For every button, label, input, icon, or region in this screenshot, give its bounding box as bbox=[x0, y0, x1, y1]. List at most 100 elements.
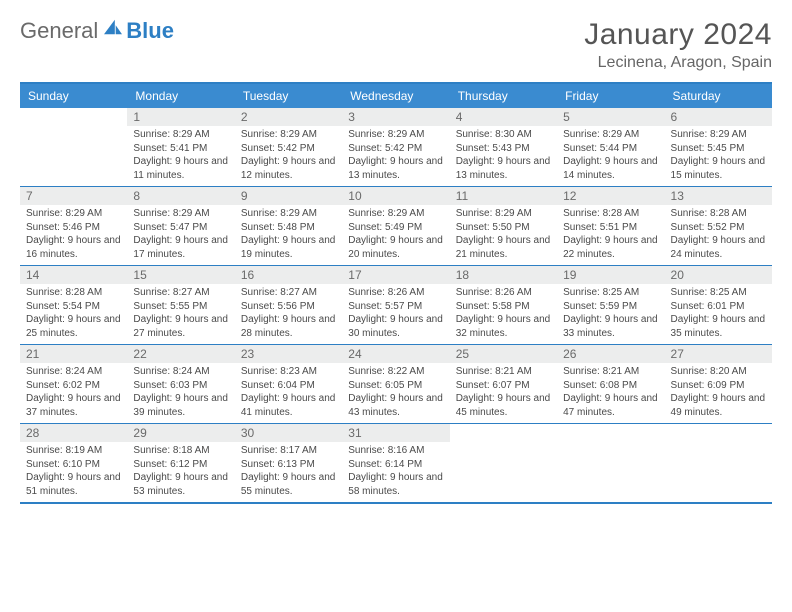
day-number: 24 bbox=[342, 345, 449, 363]
daylight-text: Daylight: 9 hours and 33 minutes. bbox=[563, 313, 658, 340]
day-body: Sunrise: 8:25 AMSunset: 5:59 PMDaylight:… bbox=[557, 284, 664, 344]
sunrise-text: Sunrise: 8:29 AM bbox=[348, 128, 443, 142]
sunrise-text: Sunrise: 8:24 AM bbox=[133, 365, 228, 379]
day-number: 25 bbox=[450, 345, 557, 363]
day-number: 10 bbox=[342, 187, 449, 205]
day-number: 29 bbox=[127, 424, 234, 442]
calendar-cell: 13Sunrise: 8:28 AMSunset: 5:52 PMDayligh… bbox=[665, 187, 772, 265]
sunrise-text: Sunrise: 8:29 AM bbox=[26, 207, 121, 221]
day-number: 18 bbox=[450, 266, 557, 284]
daylight-text: Daylight: 9 hours and 28 minutes. bbox=[241, 313, 336, 340]
day-body: Sunrise: 8:24 AMSunset: 6:02 PMDaylight:… bbox=[20, 363, 127, 423]
day-body: Sunrise: 8:28 AMSunset: 5:51 PMDaylight:… bbox=[557, 205, 664, 265]
sunset-text: Sunset: 6:05 PM bbox=[348, 379, 443, 393]
daylight-text: Daylight: 9 hours and 30 minutes. bbox=[348, 313, 443, 340]
sunset-text: Sunset: 5:43 PM bbox=[456, 142, 551, 156]
sunrise-text: Sunrise: 8:21 AM bbox=[456, 365, 551, 379]
calendar-cell: 31Sunrise: 8:16 AMSunset: 6:14 PMDayligh… bbox=[342, 424, 449, 502]
calendar-cell: 30Sunrise: 8:17 AMSunset: 6:13 PMDayligh… bbox=[235, 424, 342, 502]
day-number: 1 bbox=[127, 108, 234, 126]
location-label: Lecinena, Aragon, Spain bbox=[584, 54, 772, 72]
sunset-text: Sunset: 5:54 PM bbox=[26, 300, 121, 314]
calendar-cell: 22Sunrise: 8:24 AMSunset: 6:03 PMDayligh… bbox=[127, 345, 234, 423]
calendar-cell: 18Sunrise: 8:26 AMSunset: 5:58 PMDayligh… bbox=[450, 266, 557, 344]
calendar-cell: 3Sunrise: 8:29 AMSunset: 5:42 PMDaylight… bbox=[342, 108, 449, 186]
title-block: January 2024 Lecinena, Aragon, Spain bbox=[584, 18, 772, 72]
sunset-text: Sunset: 6:03 PM bbox=[133, 379, 228, 393]
day-header: Monday bbox=[127, 84, 234, 108]
sunset-text: Sunset: 5:45 PM bbox=[671, 142, 766, 156]
day-body: Sunrise: 8:20 AMSunset: 6:09 PMDaylight:… bbox=[665, 363, 772, 423]
day-header: Sunday bbox=[20, 84, 127, 108]
day-body: Sunrise: 8:19 AMSunset: 6:10 PMDaylight:… bbox=[20, 442, 127, 502]
daylight-text: Daylight: 9 hours and 45 minutes. bbox=[456, 392, 551, 419]
day-body: Sunrise: 8:24 AMSunset: 6:03 PMDaylight:… bbox=[127, 363, 234, 423]
calendar-cell bbox=[557, 424, 664, 502]
daylight-text: Daylight: 9 hours and 32 minutes. bbox=[456, 313, 551, 340]
sunset-text: Sunset: 5:46 PM bbox=[26, 221, 121, 235]
day-body: Sunrise: 8:27 AMSunset: 5:56 PMDaylight:… bbox=[235, 284, 342, 344]
daylight-text: Daylight: 9 hours and 14 minutes. bbox=[563, 155, 658, 182]
day-body: Sunrise: 8:26 AMSunset: 5:57 PMDaylight:… bbox=[342, 284, 449, 344]
day-number: 27 bbox=[665, 345, 772, 363]
sunset-text: Sunset: 5:57 PM bbox=[348, 300, 443, 314]
day-number: 8 bbox=[127, 187, 234, 205]
calendar-cell: 6Sunrise: 8:29 AMSunset: 5:45 PMDaylight… bbox=[665, 108, 772, 186]
sunset-text: Sunset: 5:51 PM bbox=[563, 221, 658, 235]
sunset-text: Sunset: 5:50 PM bbox=[456, 221, 551, 235]
sunset-text: Sunset: 5:52 PM bbox=[671, 221, 766, 235]
sunrise-text: Sunrise: 8:22 AM bbox=[348, 365, 443, 379]
daylight-text: Daylight: 9 hours and 12 minutes. bbox=[241, 155, 336, 182]
day-header-row: SundayMondayTuesdayWednesdayThursdayFrid… bbox=[20, 84, 772, 108]
sunrise-text: Sunrise: 8:29 AM bbox=[671, 128, 766, 142]
calendar-cell bbox=[20, 108, 127, 186]
sunrise-text: Sunrise: 8:23 AM bbox=[241, 365, 336, 379]
day-body: Sunrise: 8:26 AMSunset: 5:58 PMDaylight:… bbox=[450, 284, 557, 344]
day-number: 13 bbox=[665, 187, 772, 205]
sunset-text: Sunset: 5:49 PM bbox=[348, 221, 443, 235]
sunrise-text: Sunrise: 8:29 AM bbox=[241, 128, 336, 142]
calendar-cell bbox=[665, 424, 772, 502]
sunrise-text: Sunrise: 8:19 AM bbox=[26, 444, 121, 458]
sunrise-text: Sunrise: 8:21 AM bbox=[563, 365, 658, 379]
day-number: 22 bbox=[127, 345, 234, 363]
daylight-text: Daylight: 9 hours and 41 minutes. bbox=[241, 392, 336, 419]
calendar-week: 28Sunrise: 8:19 AMSunset: 6:10 PMDayligh… bbox=[20, 424, 772, 504]
day-body: Sunrise: 8:27 AMSunset: 5:55 PMDaylight:… bbox=[127, 284, 234, 344]
brand-sail-icon bbox=[102, 18, 124, 36]
sunrise-text: Sunrise: 8:30 AM bbox=[456, 128, 551, 142]
daylight-text: Daylight: 9 hours and 20 minutes. bbox=[348, 234, 443, 261]
daylight-text: Daylight: 9 hours and 24 minutes. bbox=[671, 234, 766, 261]
day-number: 16 bbox=[235, 266, 342, 284]
day-body: Sunrise: 8:18 AMSunset: 6:12 PMDaylight:… bbox=[127, 442, 234, 502]
daylight-text: Daylight: 9 hours and 17 minutes. bbox=[133, 234, 228, 261]
sunrise-text: Sunrise: 8:24 AM bbox=[26, 365, 121, 379]
calendar-cell: 19Sunrise: 8:25 AMSunset: 5:59 PMDayligh… bbox=[557, 266, 664, 344]
sunrise-text: Sunrise: 8:29 AM bbox=[133, 207, 228, 221]
day-number: 14 bbox=[20, 266, 127, 284]
day-body: Sunrise: 8:29 AMSunset: 5:42 PMDaylight:… bbox=[235, 126, 342, 186]
day-number: 26 bbox=[557, 345, 664, 363]
calendar-cell: 7Sunrise: 8:29 AMSunset: 5:46 PMDaylight… bbox=[20, 187, 127, 265]
day-number: 5 bbox=[557, 108, 664, 126]
calendar-cell: 11Sunrise: 8:29 AMSunset: 5:50 PMDayligh… bbox=[450, 187, 557, 265]
daylight-text: Daylight: 9 hours and 25 minutes. bbox=[26, 313, 121, 340]
sunset-text: Sunset: 6:04 PM bbox=[241, 379, 336, 393]
day-body: Sunrise: 8:23 AMSunset: 6:04 PMDaylight:… bbox=[235, 363, 342, 423]
sunrise-text: Sunrise: 8:28 AM bbox=[26, 286, 121, 300]
calendar-week: 21Sunrise: 8:24 AMSunset: 6:02 PMDayligh… bbox=[20, 345, 772, 424]
sunrise-text: Sunrise: 8:18 AM bbox=[133, 444, 228, 458]
sunrise-text: Sunrise: 8:29 AM bbox=[241, 207, 336, 221]
sunrise-text: Sunrise: 8:29 AM bbox=[133, 128, 228, 142]
daylight-text: Daylight: 9 hours and 43 minutes. bbox=[348, 392, 443, 419]
day-body: Sunrise: 8:29 AMSunset: 5:42 PMDaylight:… bbox=[342, 126, 449, 186]
calendar-cell bbox=[450, 424, 557, 502]
sunrise-text: Sunrise: 8:29 AM bbox=[563, 128, 658, 142]
daylight-text: Daylight: 9 hours and 55 minutes. bbox=[241, 471, 336, 498]
brand-general: General bbox=[20, 18, 98, 44]
daylight-text: Daylight: 9 hours and 39 minutes. bbox=[133, 392, 228, 419]
brand-logo: General Blue bbox=[20, 18, 174, 44]
sunrise-text: Sunrise: 8:16 AM bbox=[348, 444, 443, 458]
calendar-cell: 28Sunrise: 8:19 AMSunset: 6:10 PMDayligh… bbox=[20, 424, 127, 502]
calendar-cell: 23Sunrise: 8:23 AMSunset: 6:04 PMDayligh… bbox=[235, 345, 342, 423]
